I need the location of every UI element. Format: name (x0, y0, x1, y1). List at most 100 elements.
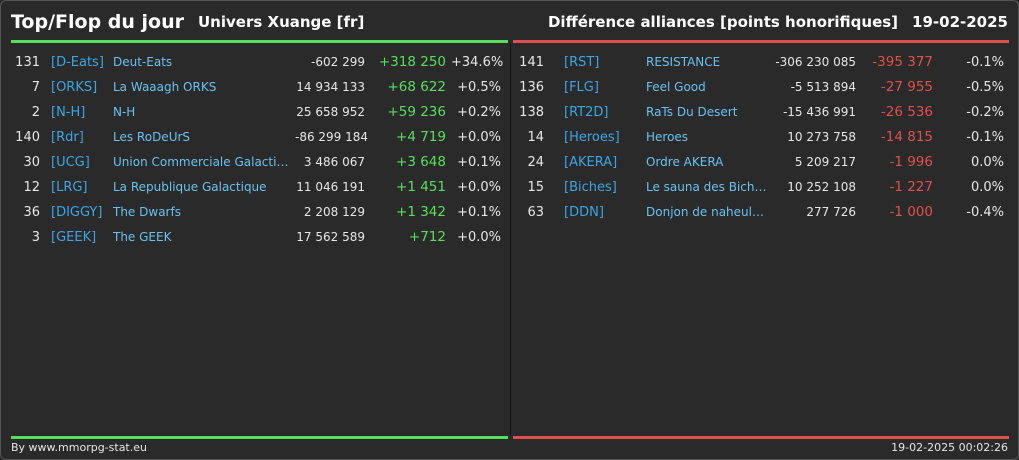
top-row: 12 [LRG] La Republique Galactique 11 046 19… (11, 175, 508, 200)
alliance-diff: +712 (408, 229, 446, 245)
alliance-percent: 0.0% (970, 180, 1004, 195)
page-title: Top/Flop du jour (11, 11, 184, 33)
alliance-name[interactable]: Les RoDeUrS (113, 130, 191, 144)
alliance-points: 25 658 952 (296, 105, 365, 119)
alliance-rank: 14 (527, 130, 544, 145)
universe-label: Univers Xuange [fr] (198, 13, 365, 31)
alliance-points: -602 299 (311, 55, 365, 69)
alliance-tag[interactable]: [UCG] (51, 155, 90, 170)
alliance-tag[interactable]: [ORKS] (51, 80, 98, 95)
alliance-diff: +1 342 (396, 204, 446, 220)
alliance-percent: -0.1% (966, 55, 1004, 70)
top-row: 30 [UCG] Union Commerciale Galactique 3 486… (11, 150, 508, 175)
alliance-rank: 138 (519, 105, 544, 120)
alliance-name[interactable]: The GEEK (113, 230, 172, 244)
alliance-name[interactable]: Le sauna des Biche… (646, 180, 771, 194)
alliance-diff: -1 227 (889, 179, 933, 195)
flop-row: 138 [RT2D] RaTs Du Desert -15 436 991 -26 53… (513, 100, 1009, 125)
alliance-name[interactable]: Feel Good (646, 80, 706, 94)
alliance-percent: +0.1% (457, 205, 501, 220)
alliance-percent: -0.5% (966, 80, 1004, 95)
flop-row: 141 [RST] RESISTANCE -306 230 085 -395 377 -0… (513, 50, 1009, 75)
alliance-name[interactable]: Ordre AKERA (646, 155, 724, 169)
alliance-diff: +4 719 (396, 129, 446, 145)
alliance-rank: 3 (31, 230, 40, 245)
header: Top/Flop du jour Univers Xuange [fr] Dif… (11, 7, 1008, 37)
alliance-diff: +3 648 (396, 154, 446, 170)
alliance-rank: 140 (15, 130, 40, 145)
alliance-tag[interactable]: [AKERA] (564, 155, 618, 170)
alliance-diff: +318 250 (378, 54, 446, 70)
alliance-tag[interactable]: [Rdr] (51, 130, 84, 145)
alliance-tag[interactable]: [Biches] (564, 180, 617, 195)
top-row: 7 [ORKS] La Waaagh ORKS 14 934 133 +68 622 +0… (11, 75, 508, 100)
alliance-diff: -26 536 (880, 104, 933, 120)
top-row: 3 [GEEK] The GEEK 17 562 589 +712 +0.0% (11, 225, 508, 250)
alliance-points: 3 486 067 (303, 155, 365, 169)
top-row: 2 [N-H] N-H 25 658 952 +59 236 +0.2% (11, 100, 508, 125)
footer: By www.mmorpg-stat.eu 19-02-2025 00:02:2… (11, 437, 1008, 457)
alliance-percent: -0.1% (966, 130, 1004, 145)
alliance-name[interactable]: The Dwarfs (113, 205, 181, 219)
alliance-points: 14 934 133 (296, 80, 365, 94)
alliance-tag[interactable]: [DDN] (564, 205, 604, 220)
flop-row: 14 [Heroes] Heroes 10 273 758 -14 815 -0.1% (513, 125, 1009, 150)
alliance-name[interactable]: RESISTANCE (646, 55, 721, 69)
alliance-diff: -14 815 (880, 129, 933, 145)
alliance-tag[interactable]: [Heroes] (564, 130, 620, 145)
alliance-diff: -27 955 (880, 79, 933, 95)
alliance-rank: 12 (23, 180, 40, 195)
date-label: 19-02-2025 (912, 13, 1008, 31)
alliance-tag[interactable]: [RT2D] (564, 105, 609, 120)
alliance-diff: +68 622 (387, 79, 446, 95)
top-row: 140 [Rdr] Les RoDeUrS -86 299 184 +4 719 +0.0… (11, 125, 508, 150)
alliance-points: -15 436 991 (782, 105, 856, 119)
alliance-name[interactable]: Union Commerciale Galactique (113, 155, 293, 169)
alliance-tag[interactable]: [D-Eats] (51, 55, 104, 70)
flop-row: 63 [DDN] Donjon de naheulb… 277 726 -1 000 -0… (513, 200, 1009, 225)
alliance-diff: -1 000 (889, 204, 933, 220)
top-row: 36 [DIGGY] The Dwarfs 2 208 129 +1 342 +0.1% (11, 200, 508, 225)
alliance-tag[interactable]: [LRG] (51, 180, 88, 195)
alliance-tag[interactable]: [GEEK] (51, 230, 97, 245)
alliance-rank: 2 (31, 105, 40, 120)
alliance-percent: 0.0% (970, 155, 1004, 170)
category-label: Différence alliances [points honorifique… (547, 13, 899, 31)
alliance-points: -5 513 894 (790, 80, 856, 94)
alliance-rank: 7 (31, 80, 40, 95)
alliance-name[interactable]: RaTs Du Desert (646, 105, 738, 119)
alliance-rank: 30 (23, 155, 40, 170)
alliance-name[interactable]: Deut-Eats (113, 55, 173, 69)
top-panel-bottom-line (11, 436, 508, 439)
alliance-name[interactable]: La Waaagh ORKS (113, 80, 217, 94)
flop-panel: 141 [RST] RESISTANCE -306 230 085 -395 377 -0… (513, 40, 1009, 439)
alliance-tag[interactable]: [RST] (564, 55, 600, 70)
alliance-rank: 24 (527, 155, 544, 170)
flop-row: 24 [AKERA] Ordre AKERA 5 209 217 -1 996 0.0% (513, 150, 1009, 175)
alliance-points: 2 208 129 (303, 205, 365, 219)
footer-timestamp: 19-02-2025 00:02:26 (891, 440, 1008, 454)
top-panel: 131 [D-Eats] Deut-Eats -602 299 +318 250 +34.… (11, 40, 508, 439)
alliance-name[interactable]: Donjon de naheulb… (646, 205, 771, 219)
alliance-tag[interactable]: [DIGGY] (51, 205, 103, 220)
flop-row: 15 [Biches] Le sauna des Biche… 10 252 108 -… (513, 175, 1009, 200)
alliance-points: 5 209 217 (794, 155, 856, 169)
alliance-name[interactable]: La Republique Galactique (113, 180, 267, 194)
alliance-name[interactable]: Heroes (646, 130, 689, 144)
alliance-name[interactable]: N-H (113, 105, 136, 119)
alliance-percent: -0.4% (966, 205, 1004, 220)
alliance-diff: +1 451 (396, 179, 446, 195)
alliance-points: 277 726 (806, 205, 856, 219)
alliance-diff: -1 996 (889, 154, 933, 170)
alliance-percent: +0.1% (457, 155, 501, 170)
alliance-points: 10 273 758 (787, 130, 856, 144)
alliance-percent: +0.5% (457, 80, 501, 95)
alliance-tag[interactable]: [FLG] (564, 80, 599, 95)
alliance-points: -306 230 085 (775, 55, 856, 69)
alliance-points: 17 562 589 (296, 230, 365, 244)
alliance-tag[interactable]: [N-H] (51, 105, 86, 120)
alliance-percent: +0.2% (457, 105, 501, 120)
header-right: Différence alliances [points honorifique… (548, 13, 1008, 31)
flop-row: 136 [FLG] Feel Good -5 513 894 -27 955 -0.5% (513, 75, 1009, 100)
